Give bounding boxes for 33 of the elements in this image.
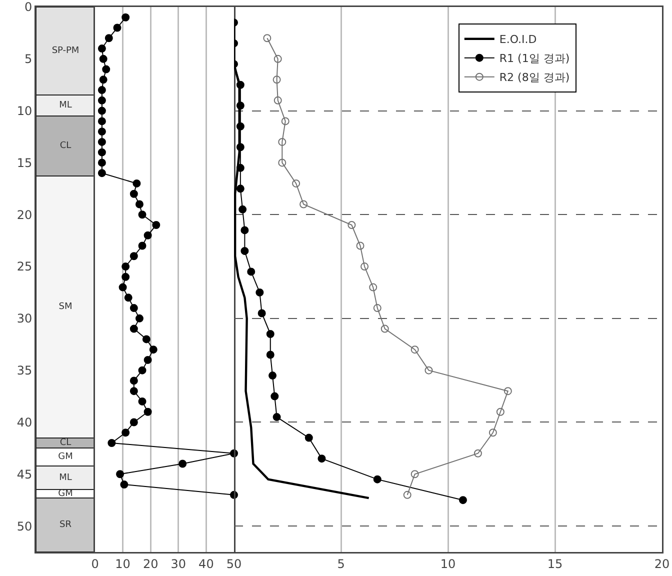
series-label: CL xyxy=(60,141,72,152)
x-tick-label: 15 xyxy=(547,556,563,571)
y-tick-label: 40 xyxy=(16,415,32,430)
legend-label: R1 (1일 경과) xyxy=(499,52,570,66)
y-tick-label: 20 xyxy=(16,208,32,222)
y-tick-label: 35 xyxy=(16,364,32,378)
y-tick-label: 45 xyxy=(16,467,32,482)
y-tick-label: 10 xyxy=(16,104,32,118)
y-tick-label: 30 xyxy=(16,312,32,326)
series-label: SR xyxy=(60,520,72,530)
x-tick-label: 0 xyxy=(91,556,99,571)
series-label: ML xyxy=(59,100,72,111)
x-tick-label: 40 xyxy=(198,556,214,571)
x-tick-label: 20 xyxy=(142,556,158,571)
y-tick-label: 25 xyxy=(16,260,32,274)
series-label: GM xyxy=(58,488,73,499)
legend-label: R2 (8일 경과) xyxy=(499,71,570,84)
x-tick-label: 20 xyxy=(654,556,670,571)
x-tick-label: 10 xyxy=(115,556,130,571)
series-label: SM xyxy=(58,302,72,312)
x-tick-label: 10 xyxy=(440,556,456,571)
y-tick-label: 0 xyxy=(24,0,32,14)
y-tick-label: 50 xyxy=(16,519,32,534)
y-tick-label: 5 xyxy=(24,52,32,66)
legend-label: E.O.I.D xyxy=(499,33,537,46)
series-label: CL xyxy=(60,438,72,448)
x-tick-label: 50 xyxy=(226,556,242,571)
x-tick-label: 30 xyxy=(170,556,186,571)
series-label: SP-PM xyxy=(52,46,80,56)
x-tick-label: 5 xyxy=(337,556,345,571)
series-label: GM xyxy=(58,452,73,462)
series-label: ML xyxy=(59,472,72,483)
y-tick-label: 15 xyxy=(16,156,32,170)
